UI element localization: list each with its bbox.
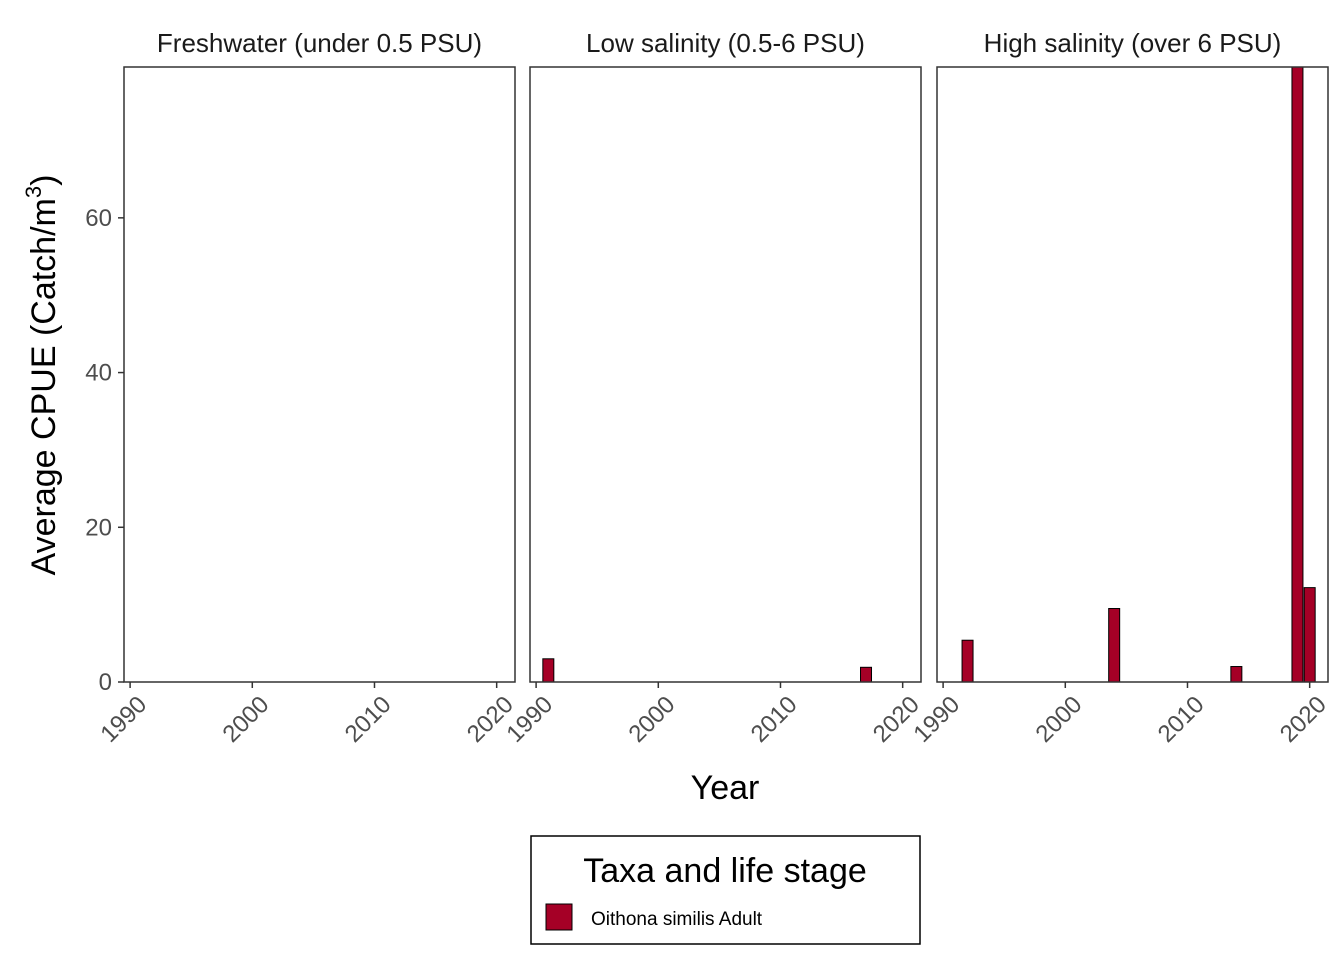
y-axis: 0 20 40 60 [85,205,124,696]
panel-frame [936,66,1329,683]
x-tick-label: 2000 [218,691,275,748]
y-axis-title-superscript: 3 [21,186,46,198]
bar [961,639,974,683]
legend-swatch [545,903,573,931]
bar [1291,66,1304,683]
x-tick-label: 2000 [624,691,681,748]
x-tick-label: 1990 [95,691,152,748]
panel-title: High salinity (over 6 PSU) [984,28,1282,58]
y-tick-label: 20 [85,514,112,541]
bar [542,658,555,683]
panel-frame [123,66,516,683]
legend-label: Oithona similis Adult [591,909,763,930]
y-axis-title-close: ) [25,175,63,186]
bar [1230,666,1243,683]
x-tick-label: 1990 [908,691,965,748]
y-tick-label: 40 [85,360,112,387]
panel-title: Freshwater (under 0.5 PSU) [157,28,482,58]
panel-1: Freshwater (under 0.5 PSU)1990 2000 2010 20… [95,28,518,748]
legend-title: Taxa and life stage [583,852,867,890]
x-tick-label: 2000 [1031,691,1088,748]
bar [860,666,873,683]
y-axis-title-main: Average CPUE (Catch/m [25,198,63,575]
panel-title: Low salinity (0.5-6 PSU) [586,28,865,58]
panel-3: High salinity (over 6 PSU) 1990 2000 2010 20… [908,28,1331,748]
x-tick-label: 2020 [1275,691,1332,748]
y-tick-label: 60 [85,205,112,232]
x-tick-label: 2010 [746,691,803,748]
bar [1108,608,1121,683]
panels-layer: Freshwater (under 0.5 PSU) 1990 2000 2010 20… [95,28,1331,748]
y-tick-label: 0 [99,669,112,696]
x-tick-label: 2010 [340,691,397,748]
x-tick-label: 1990 [501,691,558,748]
x-tick-label: 2020 [868,691,925,748]
panel-frame [529,66,922,683]
y-axis-title: Average CPUE (Catch/m3) [21,175,63,576]
x-axis-title: Year [691,769,760,807]
x-tick-label: 2010 [1153,691,1210,748]
panel-2: Low salinity (0.5-6 PSU) 1990 2000 2010 2020 [501,28,924,748]
legend-box [530,835,921,945]
legend: Taxa and life stage Oithona similis Adul… [530,835,921,945]
bar [1303,587,1316,683]
